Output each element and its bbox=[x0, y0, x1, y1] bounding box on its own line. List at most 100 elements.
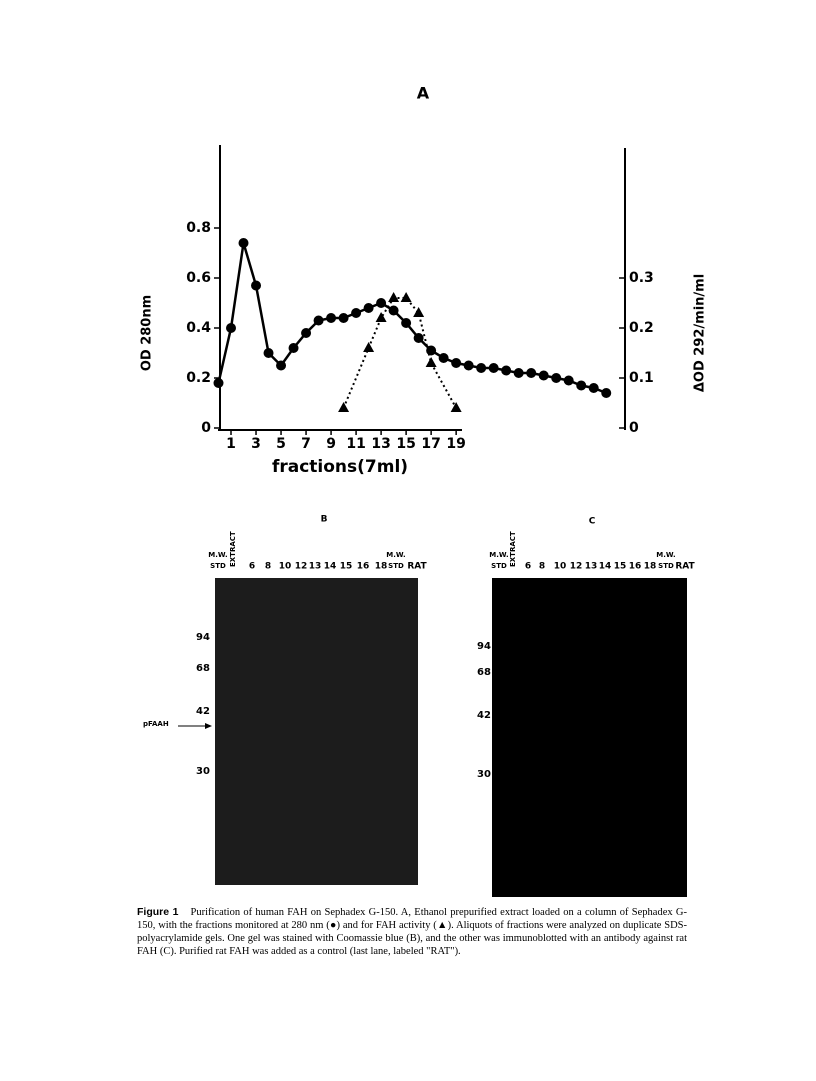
lane-label: 6 bbox=[525, 562, 531, 572]
circle-marker bbox=[213, 378, 224, 388]
lane-label: 12 bbox=[295, 562, 308, 572]
x-tick-label: 19 bbox=[446, 436, 465, 452]
circle-marker bbox=[376, 298, 387, 308]
x-axis-label: fractions(7ml) bbox=[272, 457, 408, 477]
circle-marker bbox=[226, 323, 237, 333]
y-axis-label: OD 280nm bbox=[140, 295, 155, 371]
circle-marker bbox=[363, 303, 374, 313]
triangle-marker bbox=[338, 402, 350, 412]
circle-marker bbox=[538, 370, 549, 381]
y2-axis-label: ΔOD 292/min/ml bbox=[693, 274, 708, 392]
gel-title: C bbox=[589, 517, 596, 527]
circle-marker bbox=[488, 363, 499, 373]
chart-title: A bbox=[417, 84, 430, 103]
lane-label: 18 bbox=[644, 562, 657, 572]
x-tick-label: 11 bbox=[346, 436, 365, 452]
arrow-head bbox=[205, 723, 212, 729]
x-tick-label: 7 bbox=[301, 436, 311, 452]
circle-marker bbox=[288, 343, 299, 353]
mw-marker: 42 bbox=[196, 706, 210, 717]
series-line bbox=[342, 297, 458, 409]
lane-label: RAT bbox=[675, 562, 695, 572]
lane-label: 10 bbox=[279, 562, 292, 572]
triangle-marker bbox=[400, 292, 412, 302]
lane-label: 16 bbox=[357, 562, 370, 572]
gel bbox=[215, 578, 418, 885]
mw-marker: 68 bbox=[477, 667, 491, 678]
series-line bbox=[217, 242, 607, 395]
lane-label: 15 bbox=[340, 562, 353, 572]
triangle-marker bbox=[413, 307, 425, 317]
lane-label: STD bbox=[210, 562, 226, 570]
circle-marker bbox=[276, 360, 287, 371]
lane-label: 14 bbox=[324, 562, 337, 572]
circle-marker bbox=[551, 373, 562, 383]
x-tick-label: 13 bbox=[371, 436, 390, 452]
circle-marker bbox=[501, 365, 512, 376]
x-tick-label: 1 bbox=[226, 436, 236, 452]
triangle-marker bbox=[425, 357, 437, 367]
lane-label: EXTRACT bbox=[229, 531, 237, 567]
y-tick-label: 0 bbox=[201, 420, 211, 436]
lane-label: RAT bbox=[407, 562, 427, 572]
y-tick-label: 0.4 bbox=[186, 320, 211, 336]
circle-marker bbox=[438, 353, 449, 363]
x-tick-label: 3 bbox=[251, 436, 261, 452]
mw-marker: 68 bbox=[196, 663, 210, 674]
lane-label: 8 bbox=[539, 562, 545, 572]
x-tick-label: 17 bbox=[421, 436, 440, 452]
lane-label-top: M.W. bbox=[489, 551, 508, 559]
lane-label: 13 bbox=[585, 562, 598, 572]
caption-text: Purification of human FAH on Sephadex G-… bbox=[137, 907, 687, 957]
circle-marker bbox=[338, 313, 349, 323]
lane-label: 18 bbox=[375, 562, 388, 572]
lane-label: STD bbox=[491, 562, 507, 570]
triangle-marker bbox=[363, 342, 375, 352]
lane-label: 15 bbox=[614, 562, 627, 572]
mw-marker: 42 bbox=[477, 710, 491, 721]
lane-label: 13 bbox=[309, 562, 322, 572]
triangle-marker bbox=[450, 402, 462, 412]
circle-marker bbox=[588, 383, 599, 393]
lane-label: STD bbox=[658, 562, 674, 570]
caption-label: Figure 1 bbox=[137, 906, 179, 918]
y2-tick-label: 0.1 bbox=[629, 370, 654, 386]
circle-marker bbox=[313, 315, 324, 326]
circle-marker bbox=[413, 333, 424, 343]
x-tick-label: 15 bbox=[396, 436, 415, 452]
lane-label-top: M.W. bbox=[656, 551, 675, 559]
circle-marker bbox=[513, 368, 524, 378]
circle-marker bbox=[251, 280, 262, 291]
triangle-marker bbox=[375, 312, 387, 322]
lane-label: 8 bbox=[265, 562, 271, 572]
y-tick-label: 0.6 bbox=[186, 270, 211, 286]
y-tick-label: 0.8 bbox=[186, 220, 211, 236]
arrow-label: pFAAH bbox=[143, 720, 169, 728]
mw-marker: 94 bbox=[477, 641, 491, 652]
circle-marker bbox=[576, 380, 587, 391]
gel-title: B bbox=[321, 515, 328, 525]
circle-marker bbox=[388, 305, 399, 316]
circle-marker bbox=[463, 360, 474, 371]
y2-tick-label: 0.2 bbox=[629, 320, 654, 336]
mw-marker: 30 bbox=[196, 766, 210, 777]
circle-marker bbox=[401, 318, 412, 328]
x-tick-label: 5 bbox=[276, 436, 286, 452]
circle-marker bbox=[476, 363, 487, 373]
y2-tick-label: 0.3 bbox=[629, 270, 654, 286]
lane-label: 14 bbox=[599, 562, 612, 572]
y2-tick-label: 0 bbox=[629, 420, 639, 436]
mw-marker: 94 bbox=[196, 632, 210, 643]
lane-label: EXTRACT bbox=[509, 531, 517, 567]
x-tick-label: 9 bbox=[326, 436, 336, 452]
lane-label: STD bbox=[388, 562, 404, 570]
triangle-marker bbox=[388, 292, 400, 302]
lane-label: 10 bbox=[554, 562, 567, 572]
circle-marker bbox=[526, 368, 537, 378]
circle-marker bbox=[238, 238, 249, 248]
lane-label: 16 bbox=[629, 562, 642, 572]
lane-label-top: M.W. bbox=[208, 551, 227, 559]
circle-marker bbox=[563, 375, 574, 386]
circle-marker bbox=[301, 328, 312, 338]
